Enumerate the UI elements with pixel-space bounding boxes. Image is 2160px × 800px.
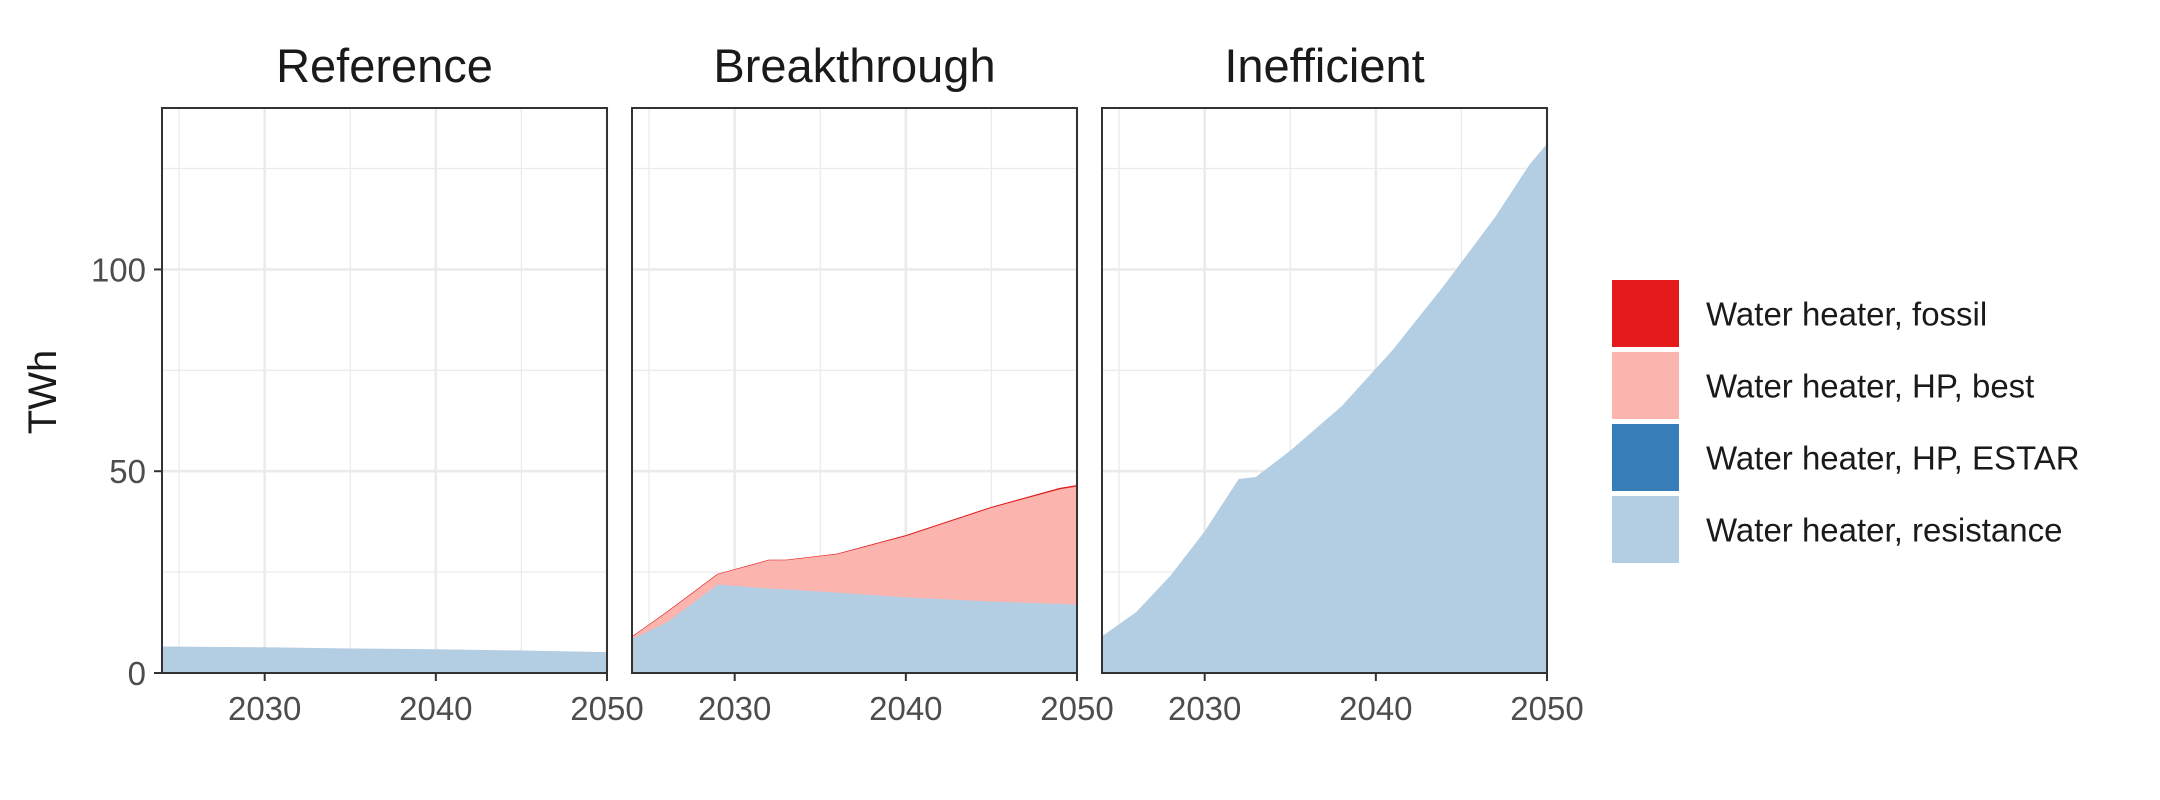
- legend-item-water-heater-hp-best: Water heater, HP, best: [1612, 352, 2034, 419]
- panel-background: [162, 108, 607, 673]
- x-tick-label: 2050: [1510, 690, 1583, 727]
- x-tick-label: 2040: [869, 690, 942, 727]
- x-tick-label: 2030: [228, 690, 301, 727]
- x-tick-label: 2040: [1339, 690, 1412, 727]
- legend-swatch: [1612, 496, 1679, 563]
- x-tick-label: 2040: [399, 690, 472, 727]
- legend-swatch: [1612, 352, 1679, 419]
- panel-border: [631, 107, 1078, 674]
- y-tick-label: 50: [109, 453, 146, 490]
- x-tick-label: 2030: [1168, 690, 1241, 727]
- x-tick-label: 2050: [570, 690, 643, 727]
- panel-border: [1101, 107, 1548, 674]
- legend-label: Water heater, fossil: [1706, 296, 1987, 333]
- x-tick-label: 2030: [698, 690, 771, 727]
- panel-reference: Reference 2030 2040 2050 0 50 100: [91, 39, 644, 727]
- legend-label: Water heater, resistance: [1706, 512, 2062, 549]
- legend-item-water-heater-hp-estar: Water heater, HP, ESTAR: [1612, 424, 2080, 491]
- legend-label: Water heater, HP, best: [1706, 368, 2034, 405]
- panel-border: [161, 107, 608, 674]
- legend-label: Water heater, HP, ESTAR: [1706, 440, 2080, 477]
- panel-title: Inefficient: [1224, 39, 1424, 92]
- panel-title: Reference: [276, 39, 493, 92]
- x-tick-label: 2050: [1040, 690, 1113, 727]
- panel-title: Breakthrough: [713, 39, 995, 92]
- y-tick-label: 0: [128, 655, 146, 692]
- legend-swatch: [1612, 280, 1679, 347]
- y-axis-title: TWh: [21, 350, 65, 434]
- legend: Water heater, fossil Water heater, HP, be…: [1612, 280, 2080, 563]
- panel-inefficient: Inefficient 2030 2040 2050: [1101, 39, 1584, 727]
- legend-item-water-heater-fossil: Water heater, fossil: [1612, 280, 1987, 347]
- legend-item-water-heater-resistance: Water heater, resistance: [1612, 496, 2062, 563]
- legend-swatch: [1612, 424, 1679, 491]
- y-tick-label: 100: [91, 251, 146, 288]
- panel-breakthrough: Breakthrough 2030 2040 2050: [631, 39, 1114, 727]
